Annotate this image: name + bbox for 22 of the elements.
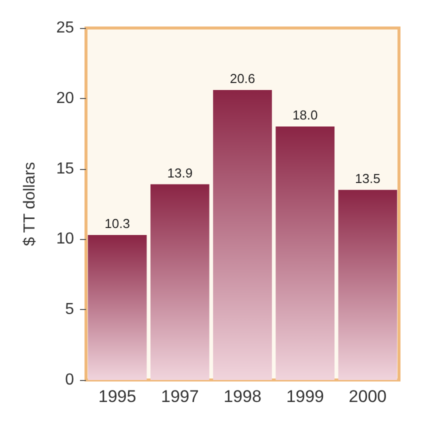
x-tick-label: 2000	[348, 387, 387, 406]
data-label: 13.5	[355, 170, 380, 186]
x-tick-label: 1997	[160, 387, 199, 406]
bar	[276, 126, 335, 380]
y-tick-label: 5	[65, 301, 74, 318]
y-tick-label: 0	[65, 372, 74, 388]
y-axis-title: $ TT dollars	[22, 162, 38, 246]
y-tick-label: 25	[56, 20, 74, 36]
bar	[213, 90, 272, 380]
y-tick-label: 10	[56, 230, 74, 248]
x-tick-label: 1998	[224, 387, 262, 406]
bar	[88, 234, 147, 380]
y-tick-label: 20	[56, 90, 74, 107]
x-tick-label: 1999	[286, 387, 324, 406]
x-tick-label: 1995	[98, 387, 136, 406]
bar	[338, 190, 398, 380]
bar	[150, 184, 210, 380]
y-tick-label: 15	[56, 160, 74, 178]
data-label: 13.9	[167, 165, 193, 180]
data-label: 20.6	[230, 70, 256, 86]
data-label: 18.0	[292, 108, 318, 123]
data-label: 10.3	[104, 216, 130, 231]
